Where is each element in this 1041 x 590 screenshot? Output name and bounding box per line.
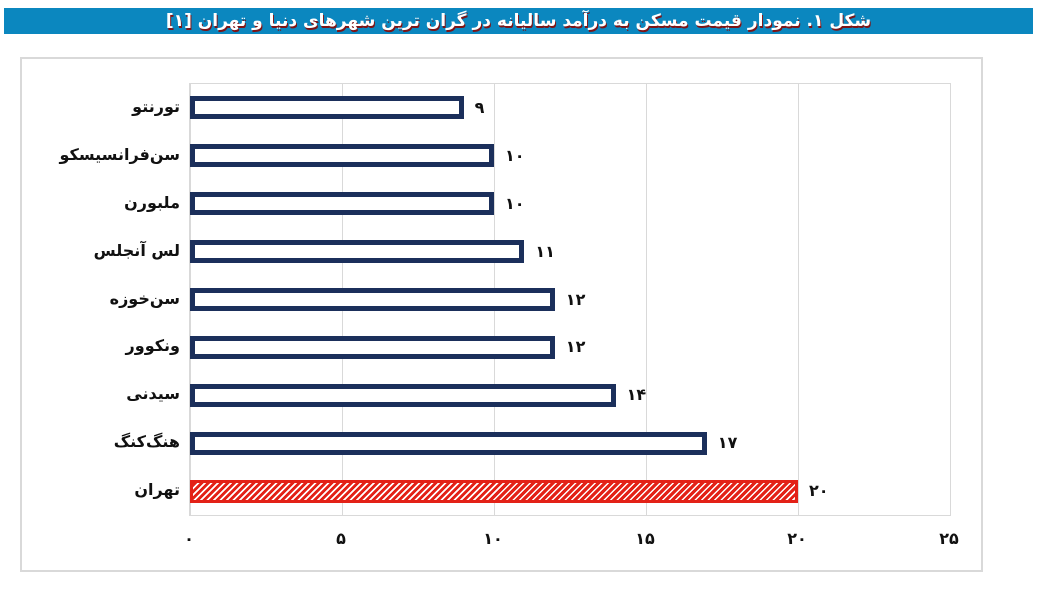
bar <box>190 96 464 120</box>
value-label: ۱۷ <box>717 433 738 453</box>
category-label: هنگ‌کنگ <box>113 432 180 452</box>
figure-title-banner: شکل ۱. نمودار قیمت مسکن به درآمد سالیانه… <box>4 8 1033 34</box>
value-label: ۲۰ <box>809 481 829 501</box>
x-tick-label: ۲۵ <box>939 529 959 548</box>
bar <box>190 287 555 311</box>
category-label: تهران <box>134 480 180 500</box>
category-label: لس آنجلس <box>93 240 180 260</box>
value-label: ۹ <box>474 98 485 117</box>
category-label: سیدنی <box>126 384 180 404</box>
bar <box>190 240 525 264</box>
bar-highlighted <box>190 479 798 503</box>
x-tick-label: ۱۵ <box>635 529 655 548</box>
value-label: ۱۰ <box>505 145 525 165</box>
category-label: ونکوور <box>125 336 180 356</box>
bar-row: ۱۷ <box>190 419 950 467</box>
bar-row: ۱۱ <box>190 228 950 276</box>
bar <box>190 192 494 216</box>
category-label: سن‌فرانسیسکو <box>59 144 180 164</box>
chart-frame: ۹ ۱۰ ۱۰ ۱۱ ۱۲ ۱۲ ۱۴ ۱۷ ۲۰ تورنتو سن‌فرانسیسکو ملبو… <box>20 57 983 572</box>
bar <box>190 431 707 455</box>
bar-row: ۱۲ <box>190 276 950 324</box>
plot-area: ۹ ۱۰ ۱۰ ۱۱ ۱۲ ۱۲ ۱۴ ۱۷ ۲۰ <box>189 83 951 516</box>
x-tick-label: ۲۰ <box>787 529 807 548</box>
bar-row: ۱۰ <box>190 132 950 180</box>
bar-row: ۹ <box>190 84 950 132</box>
bar-row: ۱۲ <box>190 323 950 371</box>
bar <box>190 144 494 168</box>
category-label: سن‌خوزه <box>109 288 180 308</box>
bar <box>190 335 555 359</box>
bar-row: ۱۰ <box>190 180 950 228</box>
figure-title: شکل ۱. نمودار قیمت مسکن به درآمد سالیانه… <box>165 11 872 31</box>
category-label: تورنتو <box>132 97 180 116</box>
gridline <box>949 84 951 515</box>
value-label: ۱۰ <box>505 193 525 213</box>
x-tick-label: ۰ <box>184 529 194 548</box>
x-tick-label: ۵ <box>336 529 346 548</box>
category-label: ملبورن <box>124 192 180 212</box>
bar-row: ۲۰ <box>190 467 950 515</box>
gridline <box>645 84 647 515</box>
value-label: ۱۲ <box>565 289 586 309</box>
value-label: ۱۱ <box>535 241 555 261</box>
x-tick-label: ۱۰ <box>483 529 503 548</box>
bar-row: ۱۴ <box>190 371 950 419</box>
value-label: ۱۲ <box>565 337 586 357</box>
gridline <box>797 84 799 515</box>
bar <box>190 383 616 407</box>
value-label: ۱۴ <box>626 385 647 405</box>
